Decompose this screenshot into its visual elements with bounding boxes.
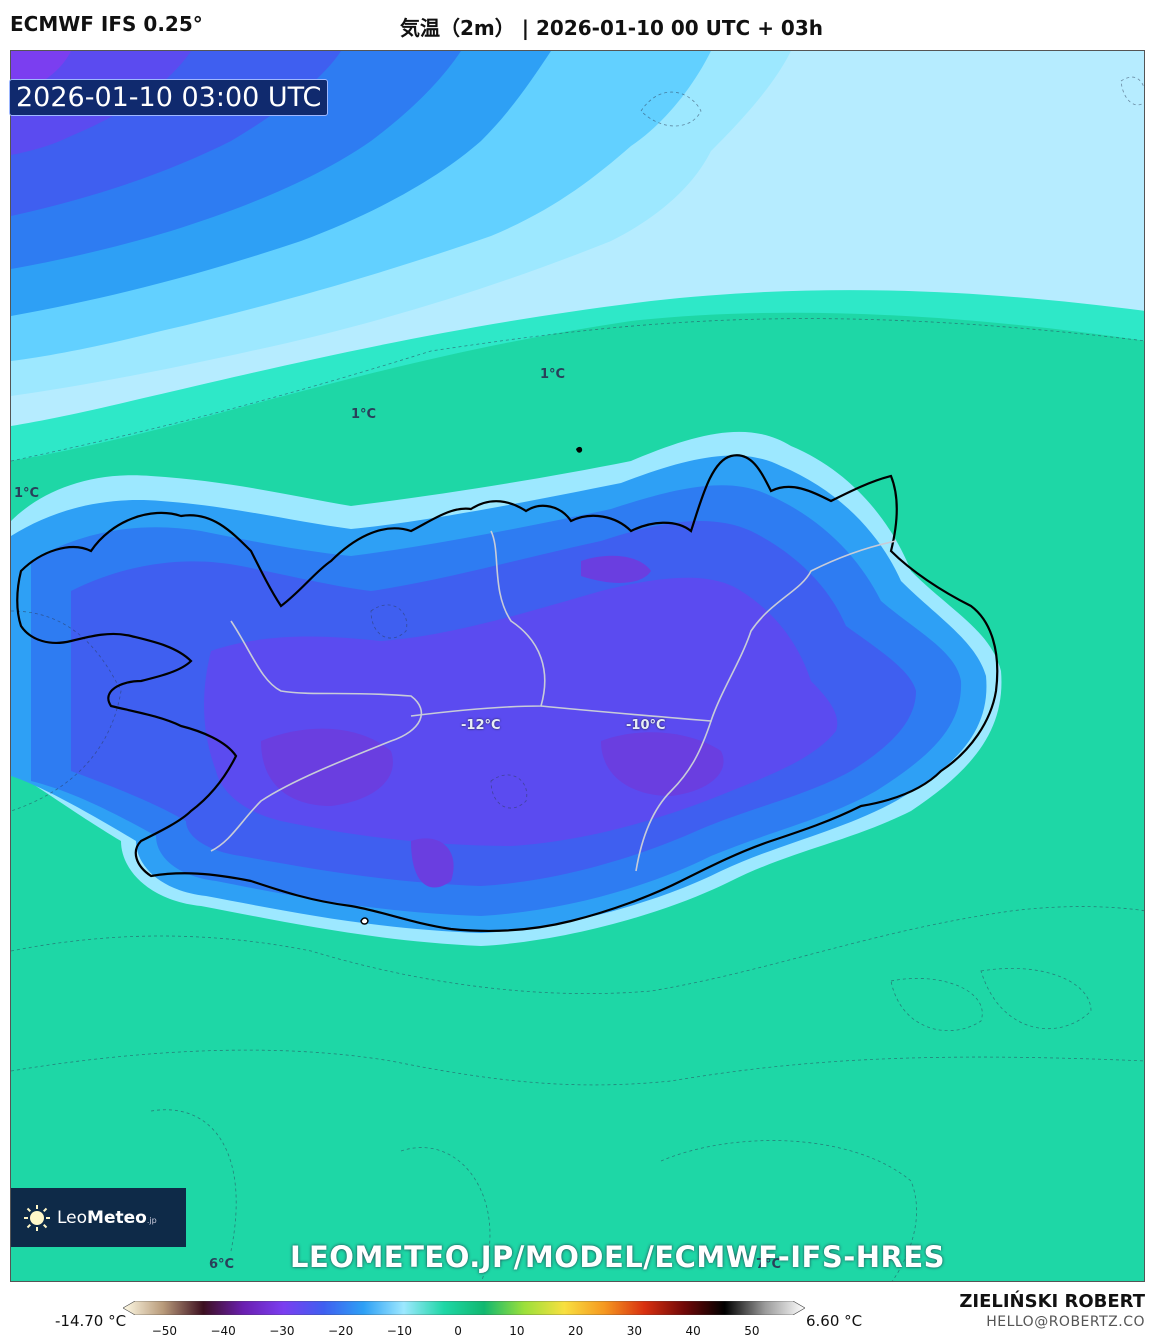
colorbar-tick: 40 — [685, 1324, 701, 1338]
colorbar-tick: −20 — [327, 1324, 354, 1338]
map-canvas — [11, 51, 1144, 1281]
colorbar-tick: 0 — [454, 1324, 462, 1338]
contour-label-6c: 6°C — [209, 1257, 235, 1272]
region-label-east: -10°C — [626, 718, 666, 733]
colorbar — [122, 1300, 806, 1316]
colorbar-min-label: -14.70 °C — [55, 1312, 127, 1330]
region-label-west: -12°C — [461, 718, 501, 733]
leometeo-logo[interactable]: LeoMeteo.jp — [11, 1188, 186, 1247]
map-title: 気温（2m） | 2026-01-10 00 UTC + 03h — [400, 16, 823, 40]
source-url-watermark: LEOMETEO.JP/MODEL/ECMWF-IFS-HRES — [290, 1240, 946, 1274]
colorbar-tick: −50 — [151, 1324, 178, 1338]
contour-label-1c-b: 1°C — [351, 407, 377, 422]
colorbar-tick: −10 — [386, 1324, 413, 1338]
colorbar-tick: 50 — [744, 1324, 760, 1338]
colorbar-tick: −40 — [210, 1324, 236, 1338]
logo-name-light: Leo — [57, 1207, 88, 1228]
logo-wordmark: LeoMeteo.jp — [57, 1208, 157, 1228]
contour-label-1c-c: 1°C — [14, 486, 40, 501]
model-name: ECMWF IFS 0.25° — [10, 12, 203, 36]
valid-time-badge: 2026-01-10 03:00 UTC — [9, 79, 329, 116]
author-name: ZIELIŃSKI ROBERT — [959, 1291, 1145, 1312]
coastline — [16, 454, 999, 933]
logo-suffix: .jp — [146, 1215, 157, 1225]
logo-name-bold: Meteo — [87, 1207, 147, 1228]
colorbar-tick: 20 — [567, 1324, 584, 1338]
contour-label-7c: 7°C — [756, 1257, 782, 1272]
author-email[interactable]: HELLO@ROBERTZ.CO — [986, 1314, 1145, 1330]
contour-label-1c-a: 1°C — [540, 367, 566, 382]
colorbar-tick: 10 — [509, 1324, 525, 1338]
colorbar-tick: 30 — [626, 1324, 643, 1338]
colorbar-max-label: 6.60 °C — [806, 1312, 863, 1330]
colorbar-tick: −30 — [269, 1324, 295, 1338]
temperature-map[interactable]: 1°C 1°C 1°C 6°C 7°C -12°C -10°C — [10, 50, 1145, 1282]
sun-icon — [23, 1204, 51, 1232]
